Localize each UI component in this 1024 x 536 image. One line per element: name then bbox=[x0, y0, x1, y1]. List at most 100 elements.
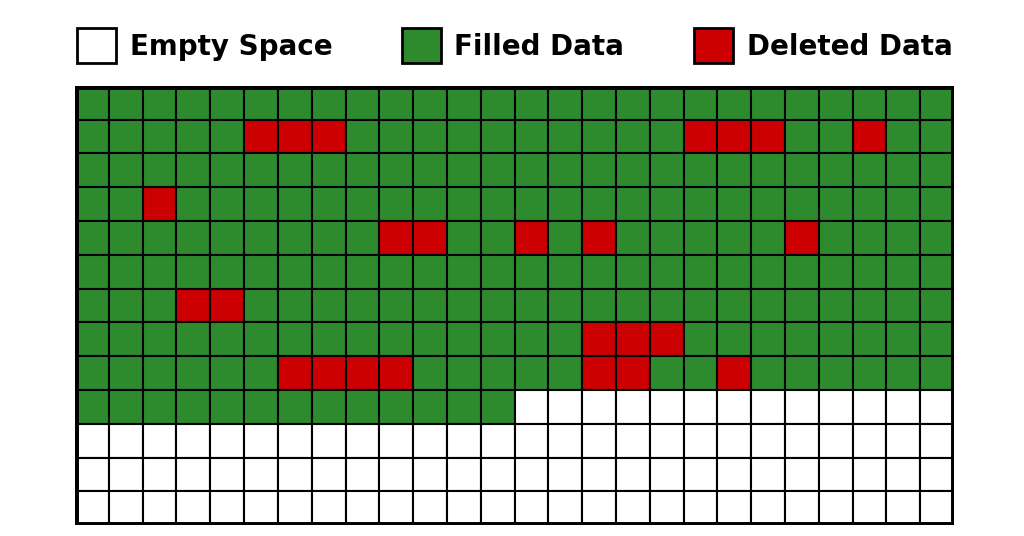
Bar bbox=[515, 187, 549, 221]
Bar bbox=[583, 390, 616, 424]
Bar bbox=[176, 221, 210, 255]
Bar bbox=[244, 492, 278, 525]
Bar bbox=[515, 323, 549, 356]
Bar bbox=[109, 221, 142, 255]
Bar bbox=[244, 390, 278, 424]
Bar bbox=[921, 424, 954, 458]
Bar bbox=[278, 255, 311, 288]
Bar bbox=[109, 356, 142, 390]
Bar bbox=[515, 153, 549, 187]
Bar bbox=[311, 458, 345, 492]
Bar bbox=[887, 390, 921, 424]
Bar bbox=[752, 288, 785, 323]
Bar bbox=[345, 255, 379, 288]
Bar bbox=[819, 390, 853, 424]
Bar bbox=[480, 356, 515, 390]
Bar bbox=[515, 356, 549, 390]
Bar bbox=[75, 323, 109, 356]
Bar bbox=[413, 153, 446, 187]
Bar bbox=[176, 390, 210, 424]
Bar bbox=[311, 187, 345, 221]
Bar bbox=[819, 153, 853, 187]
Bar bbox=[75, 390, 109, 424]
Bar bbox=[142, 120, 176, 153]
Bar bbox=[583, 288, 616, 323]
Bar bbox=[616, 120, 650, 153]
Bar bbox=[684, 187, 718, 221]
Bar bbox=[921, 86, 954, 120]
Bar bbox=[718, 187, 752, 221]
Bar bbox=[616, 288, 650, 323]
Bar bbox=[549, 390, 583, 424]
Bar bbox=[718, 288, 752, 323]
Bar bbox=[853, 86, 887, 120]
Bar bbox=[413, 86, 446, 120]
Bar bbox=[549, 458, 583, 492]
Bar bbox=[210, 458, 244, 492]
Bar bbox=[379, 424, 413, 458]
Bar bbox=[549, 288, 583, 323]
Bar bbox=[480, 492, 515, 525]
Bar bbox=[718, 153, 752, 187]
Bar bbox=[752, 424, 785, 458]
Bar bbox=[684, 458, 718, 492]
Bar bbox=[887, 458, 921, 492]
Bar bbox=[278, 323, 311, 356]
Bar bbox=[176, 255, 210, 288]
Bar bbox=[650, 458, 684, 492]
Bar bbox=[345, 323, 379, 356]
Bar bbox=[345, 424, 379, 458]
Bar bbox=[515, 255, 549, 288]
Bar bbox=[142, 86, 176, 120]
Bar bbox=[446, 221, 480, 255]
Bar bbox=[75, 86, 109, 120]
Bar bbox=[515, 221, 549, 255]
Bar bbox=[921, 153, 954, 187]
Bar bbox=[244, 86, 278, 120]
Bar bbox=[616, 323, 650, 356]
Bar bbox=[210, 390, 244, 424]
Bar bbox=[413, 288, 446, 323]
Bar bbox=[413, 323, 446, 356]
Bar bbox=[345, 288, 379, 323]
Bar bbox=[244, 288, 278, 323]
Bar bbox=[684, 492, 718, 525]
Bar bbox=[210, 86, 244, 120]
Bar bbox=[446, 323, 480, 356]
Bar bbox=[278, 153, 311, 187]
Bar bbox=[887, 255, 921, 288]
Bar bbox=[785, 390, 819, 424]
Bar bbox=[210, 356, 244, 390]
Bar bbox=[853, 424, 887, 458]
Bar bbox=[684, 86, 718, 120]
Bar bbox=[244, 120, 278, 153]
Bar bbox=[718, 356, 752, 390]
Bar bbox=[819, 86, 853, 120]
Bar bbox=[142, 323, 176, 356]
Bar bbox=[379, 390, 413, 424]
Bar bbox=[244, 153, 278, 187]
Bar bbox=[650, 86, 684, 120]
Bar bbox=[413, 120, 446, 153]
Bar bbox=[176, 86, 210, 120]
Bar bbox=[853, 288, 887, 323]
Bar bbox=[616, 187, 650, 221]
Bar bbox=[752, 86, 785, 120]
Bar bbox=[549, 255, 583, 288]
Bar bbox=[853, 187, 887, 221]
Bar bbox=[278, 390, 311, 424]
Bar bbox=[413, 424, 446, 458]
Bar bbox=[480, 86, 515, 120]
Bar bbox=[311, 86, 345, 120]
Bar bbox=[583, 424, 616, 458]
Bar bbox=[616, 458, 650, 492]
Bar bbox=[785, 424, 819, 458]
Bar bbox=[616, 424, 650, 458]
Bar bbox=[480, 458, 515, 492]
Bar bbox=[210, 120, 244, 153]
Bar bbox=[785, 323, 819, 356]
Bar bbox=[515, 120, 549, 153]
Bar bbox=[785, 221, 819, 255]
Bar bbox=[413, 356, 446, 390]
Bar bbox=[278, 120, 311, 153]
